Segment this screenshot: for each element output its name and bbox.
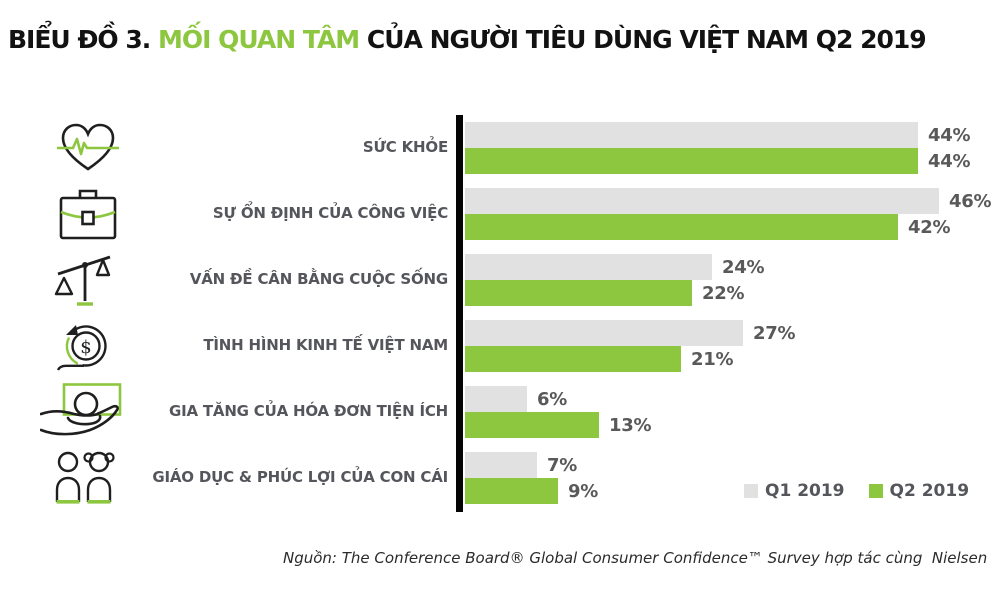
title-suffix: CỦA NGƯỜI TIÊU DÙNG VIỆT NAM Q2 2019: [359, 24, 927, 54]
bar-q2: [465, 478, 558, 504]
bar-value-label: 44%: [928, 124, 971, 146]
balance-scales-icon: [54, 251, 118, 309]
category-label-kinh-te-viet-nam: TÌNH HÌNH KINH TẾ VIỆT NAM: [203, 336, 448, 354]
bar-group-2-q1: 46%: [465, 188, 991, 214]
bar-group-3-q1: 24%: [465, 254, 764, 280]
title-highlight: MỐI QUAN TÂM: [157, 24, 360, 54]
children-icon: [52, 449, 122, 507]
bar-q2: [465, 214, 898, 240]
dollar-cycle-icon: $: [56, 317, 120, 375]
bar-group-5-q1: 6%: [465, 386, 567, 412]
bar-value-label: 42%: [908, 216, 951, 238]
legend: Q1 2019 Q2 2019: [744, 481, 969, 501]
source-note: Nguồn: The Conference Board® Global Cons…: [283, 549, 988, 567]
dollar-sign: $: [80, 337, 91, 358]
legend-swatch-q1: [744, 484, 758, 498]
y-axis-line: [456, 115, 463, 512]
category-label-can-bang-cuoc-song: VẤN ĐỀ CÂN BẰNG CUỘC SỐNG: [189, 270, 448, 288]
category-label-suc-khoe: SỨC KHỎE: [362, 138, 448, 156]
bar-q2: [465, 148, 918, 174]
bar-group-1-q2: 44%: [465, 148, 970, 174]
bar-value-label: 13%: [609, 414, 652, 436]
briefcase-icon: [56, 185, 120, 243]
bar-q2: [465, 412, 599, 438]
bar-group-6-q2: 9%: [465, 478, 598, 504]
category-label-on-dinh-cong-viec: SỰ ỔN ĐỊNH CỦA CÔNG VIỆC: [212, 204, 448, 222]
bar-value-label: 21%: [691, 348, 734, 370]
legend-item-q1: Q1 2019: [744, 481, 845, 501]
bar-group-2-q2: 42%: [465, 214, 950, 240]
bar-value-label: 22%: [702, 282, 745, 304]
bar-group-4-q2: 21%: [465, 346, 733, 372]
bar-group-5-q2: 13%: [465, 412, 651, 438]
legend-label-q2: Q2 2019: [889, 481, 970, 501]
bar-q1: [465, 452, 537, 478]
bar-value-label: 9%: [568, 480, 598, 502]
category-label-giao-duc-phuc-loi: GIÁO DỤC & PHÚC LỢI CỦA CON CÁI: [152, 468, 448, 486]
bar-value-label: 46%: [949, 190, 992, 212]
bar-q1: [465, 254, 712, 280]
legend-label-q1: Q1 2019: [765, 481, 845, 501]
bar-q2: [465, 280, 692, 306]
bar-q1: [465, 320, 743, 346]
legend-item-q2: Q2 2019: [868, 481, 970, 501]
title-prefix: BIỂU ĐỒ 3.: [8, 24, 158, 54]
hand-money-icon: [40, 383, 130, 441]
bar-group-6-q1: 7%: [465, 452, 577, 478]
bar-group-1-q1: 44%: [465, 122, 970, 148]
bar-value-label: 27%: [753, 322, 796, 344]
bar-q1: [465, 386, 527, 412]
bar-group-3-q2: 22%: [465, 280, 744, 306]
bar-value-label: 6%: [537, 388, 567, 410]
legend-swatch-q2: [868, 484, 883, 498]
category-label-hoa-don-tien-ich: GIA TĂNG CỦA HÓA ĐƠN TIỆN ÍCH: [168, 402, 448, 420]
bar-value-label: 7%: [547, 454, 577, 476]
bar-q2: [465, 346, 681, 372]
bar-value-label: 44%: [928, 150, 971, 172]
bar-group-4-q1: 27%: [465, 320, 795, 346]
heart-ecg-icon: [56, 119, 120, 177]
bar-q1: [465, 188, 939, 214]
bar-value-label: 24%: [722, 256, 765, 278]
chart-title: BIỂU ĐỒ 3. MỐI QUAN TÂM CỦA NGƯỜI TIÊU D…: [8, 24, 927, 54]
bar-q1: [465, 122, 918, 148]
